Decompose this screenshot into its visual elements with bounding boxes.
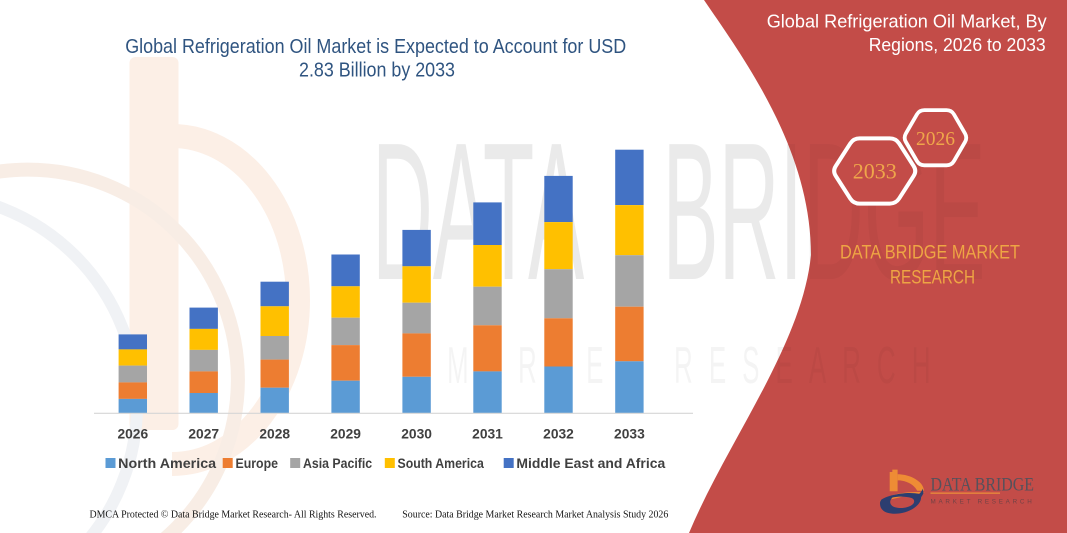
svg-text:2030: 2030: [401, 426, 432, 441]
svg-text:Global Refrigeration Oil Marke: Global Refrigeration Oil Market is Expec…: [125, 36, 626, 58]
svg-text:2031: 2031: [472, 426, 503, 441]
svg-text:MARKET RESEARCH: MARKET RESEARCH: [931, 499, 1035, 506]
svg-text:Asia Pacific: Asia Pacific: [303, 456, 373, 471]
svg-text:2033: 2033: [614, 426, 645, 441]
svg-text:DATA BRIDGE MARKET: DATA BRIDGE MARKET: [840, 242, 1020, 264]
svg-text:Source: Data Bridge Market Res: Source: Data Bridge Market Research Mark…: [402, 510, 668, 521]
svg-text:North America: North America: [118, 456, 216, 471]
svg-text:2028: 2028: [259, 426, 290, 441]
svg-text:RESEARCH: RESEARCH: [890, 267, 975, 289]
svg-text:2.83 Billion by 2033: 2.83 Billion by 2033: [299, 60, 455, 82]
svg-text:DMCA Protected © Data Bridge M: DMCA Protected © Data Bridge Market Rese…: [90, 510, 377, 521]
svg-text:Regions, 2026 to 2033: Regions, 2026 to 2033: [869, 34, 1046, 55]
svg-text:2032: 2032: [543, 426, 574, 441]
svg-text:2027: 2027: [188, 426, 219, 441]
svg-text:Global Refrigeration Oil Marke: Global Refrigeration Oil Market, By: [767, 11, 1048, 32]
svg-text:South America: South America: [398, 456, 485, 471]
svg-text:2026: 2026: [916, 129, 955, 150]
svg-text:DATA BRIDGE: DATA BRIDGE: [931, 475, 1035, 496]
svg-text:2033: 2033: [853, 159, 897, 184]
svg-text:Middle East and Africa: Middle East and Africa: [516, 456, 665, 471]
svg-text:2029: 2029: [330, 426, 361, 441]
svg-text:Europe: Europe: [236, 456, 279, 471]
svg-text:2026: 2026: [117, 426, 148, 441]
